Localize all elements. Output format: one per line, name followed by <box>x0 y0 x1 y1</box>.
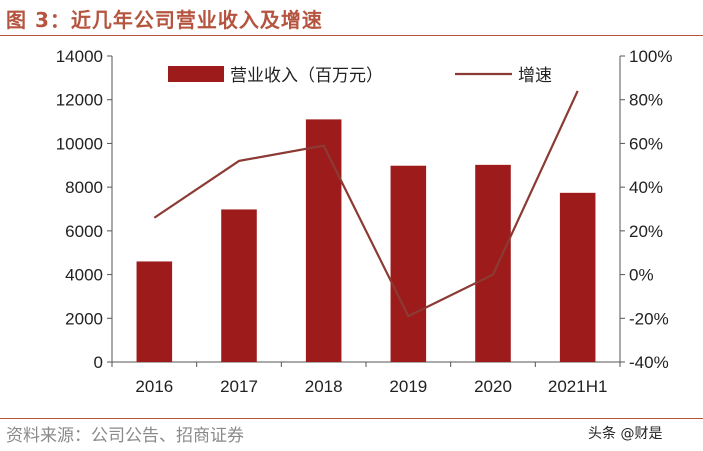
left-tick-label: 8000 <box>65 178 103 197</box>
x-tick-label: 2018 <box>305 377 343 396</box>
left-tick-label: 4000 <box>65 266 103 285</box>
legend-label-revenue: 营业收入（百万元） <box>230 66 383 86</box>
watermark: 头条 @财是 <box>588 426 663 442</box>
right-tick-label: 80% <box>629 91 663 110</box>
legend-label-growth: 增速 <box>518 66 552 86</box>
right-tick-label: -20% <box>629 309 669 328</box>
x-tick-label: 2017 <box>220 377 258 396</box>
right-tick-label: 20% <box>629 222 663 241</box>
source-rule <box>0 418 703 419</box>
title-rule <box>0 35 703 36</box>
revenue-bar <box>559 192 596 362</box>
x-tick-label: 2016 <box>135 377 173 396</box>
x-tick-label: 2019 <box>389 377 427 396</box>
revenue-bar <box>221 209 257 362</box>
left-tick-label: 12000 <box>56 91 103 110</box>
x-tick-label: 2020 <box>474 377 512 396</box>
left-tick-label: 2000 <box>65 309 103 328</box>
source-note: 资料来源：公司公告、招商证券 <box>6 426 244 446</box>
right-tick-label: 0% <box>629 266 654 285</box>
left-tick-label: 6000 <box>65 222 103 241</box>
growth-line <box>153 90 579 318</box>
figure-title: 图 3：近几年公司营业收入及增速 <box>6 8 323 32</box>
revenue-bar <box>475 164 511 362</box>
right-tick-label: 40% <box>629 178 663 197</box>
right-tick-label: -40% <box>629 353 669 372</box>
right-tick-label: 100% <box>629 47 672 66</box>
revenue-bar <box>136 261 173 362</box>
revenue-bar <box>390 165 427 362</box>
left-tick-label: 14000 <box>56 47 103 66</box>
right-tick-label: 60% <box>629 134 663 153</box>
revenue-bar <box>305 119 342 362</box>
left-tick-label: 10000 <box>56 134 103 153</box>
left-tick-label: 0 <box>94 353 103 372</box>
x-tick-label: 2021H1 <box>548 377 608 396</box>
legend-swatch-revenue <box>168 66 224 82</box>
